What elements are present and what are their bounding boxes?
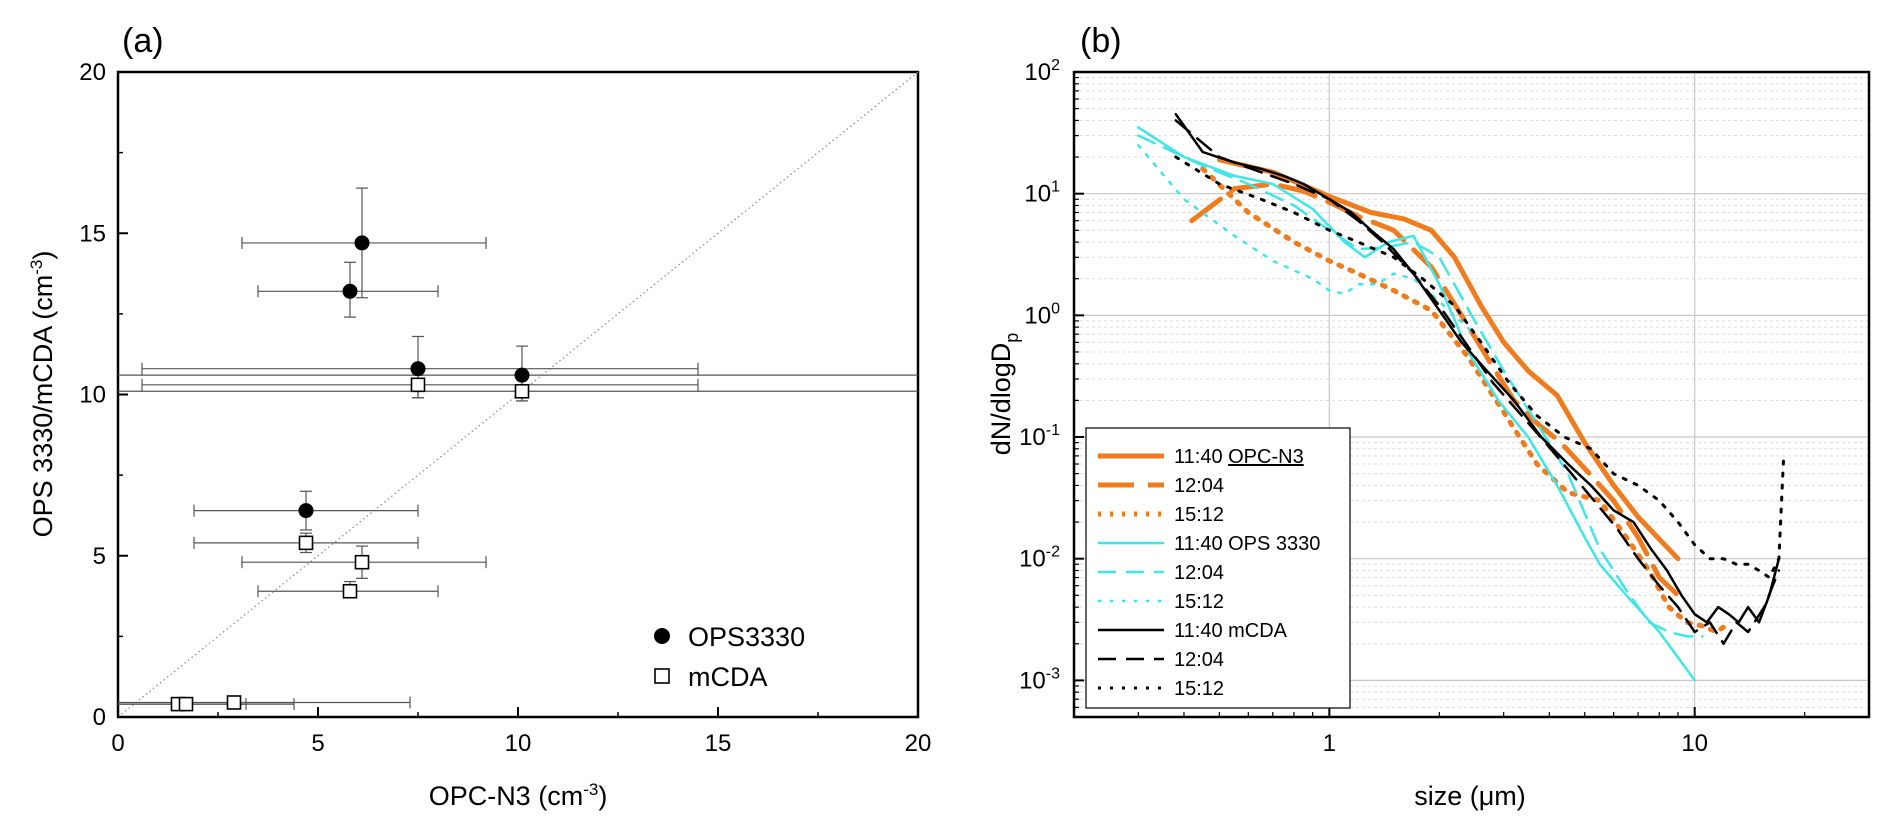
x-tick-label: 0	[111, 730, 124, 757]
legend-label: 12:04	[1174, 562, 1224, 584]
series-line-ops3330-1140	[1137, 126, 1696, 682]
panel-b-series-layer	[1137, 112, 1785, 682]
x-tick-label: 15	[705, 730, 732, 757]
legend-label-mcda: mCDA	[688, 662, 768, 692]
panel-a-ylabel: OPS 3330/mCDA (cm-3)	[27, 251, 58, 538]
data-point-ops3330	[298, 503, 314, 519]
legend-label: 11:40 mCDA	[1174, 620, 1288, 642]
legend-label-ops3330: OPS3330	[688, 622, 805, 652]
legend-label: 11:40 OPS 3330	[1174, 533, 1320, 555]
series-line-ops3330-1204	[1137, 134, 1704, 638]
panel-b-ticks: 1 10 10-3 10-2 10-1 100 101 102	[1019, 57, 1870, 757]
panel-b-xlabel: size (μm)	[1414, 781, 1526, 811]
data-point-mcda	[354, 554, 370, 570]
data-point-ops3330	[354, 235, 370, 251]
y-tick-label: 101	[1024, 179, 1060, 208]
panel-b-ylabel: dN/dlogDp	[986, 333, 1022, 456]
data-point-mcda	[226, 695, 242, 710]
y-tick-label: 100	[1024, 300, 1060, 329]
y-tick-label: 10-1	[1019, 422, 1060, 451]
data-point-mcda	[342, 583, 358, 599]
panel-a-legend: OPS3330 mCDA	[654, 622, 805, 692]
series-line-mcda-1204	[1174, 119, 1781, 645]
data-point-ops3330	[342, 283, 358, 299]
series-line-opc-n3-1140	[1216, 157, 1681, 562]
data-point-ops3330	[514, 367, 530, 383]
series-line-ops3330-1512	[1137, 144, 1476, 336]
markers-layer	[170, 235, 530, 712]
legend-marker-ops3330	[654, 628, 670, 644]
data-point-mcda	[514, 383, 530, 399]
data-point-mcda	[298, 535, 314, 551]
series-line-mcda-1512	[1174, 155, 1785, 579]
y-tick-label: 15	[79, 220, 106, 247]
panel-b-lines: (b) 1 10 10-3 10-2 10-1 100 101 102 size (μm) d…	[986, 22, 1871, 811]
panel-b-frame	[1072, 70, 1871, 719]
panel-b-legend: 11:40 OPC-N3 12:04 15:12 11:40 OPS 3330 12:0…	[1085, 427, 1351, 709]
data-point-mcda	[178, 696, 194, 712]
y-tick-label: 20	[79, 59, 106, 86]
y-tick-label: 10-2	[1019, 544, 1060, 573]
data-point-mcda	[410, 377, 426, 393]
x-tick-label: 20	[905, 730, 932, 757]
legend-label: 15:12	[1174, 504, 1224, 526]
data-point-ops3330	[410, 361, 426, 377]
y-tick-label: 10	[79, 382, 106, 409]
panel-a-label: (a)	[122, 22, 164, 60]
y-tick-label: 0	[93, 704, 106, 731]
legend-marker-mcda	[654, 668, 670, 684]
panel-a-ticks: 0 5 10 15 20 0 5 10 15 20	[79, 59, 931, 757]
y-tick-label: 102	[1024, 57, 1060, 86]
legend-label: 15:12	[1174, 591, 1224, 613]
x-tick-label: 10	[505, 730, 532, 757]
y-tick-label: 10-3	[1019, 665, 1060, 694]
y-tick-label: 5	[93, 543, 106, 570]
series-line-opc-n3-1512	[1200, 166, 1733, 635]
panel-a-xlabel: OPC-N3 (cm-3)	[429, 780, 608, 811]
series-line-mcda-1140	[1174, 112, 1781, 624]
panel-a-scatter: (a) 0 5 10 15 20 0 5 10 15 20 OPC-N3 (cm-3) OPS 3…	[27, 22, 931, 811]
legend-label: 11:40 OPC-N3	[1174, 446, 1304, 468]
panel-b-label: (b)	[1080, 22, 1122, 60]
legend-label: 12:04	[1174, 649, 1224, 671]
series-line-opc-n3-1204	[1189, 181, 1681, 598]
x-tick-label: 10	[1681, 730, 1708, 757]
legend-box	[1085, 427, 1351, 709]
legend-label: 12:04	[1174, 475, 1224, 497]
x-tick-label: 5	[311, 730, 324, 757]
legend-label: 15:12	[1174, 678, 1224, 700]
x-tick-label: 1	[1323, 730, 1336, 757]
